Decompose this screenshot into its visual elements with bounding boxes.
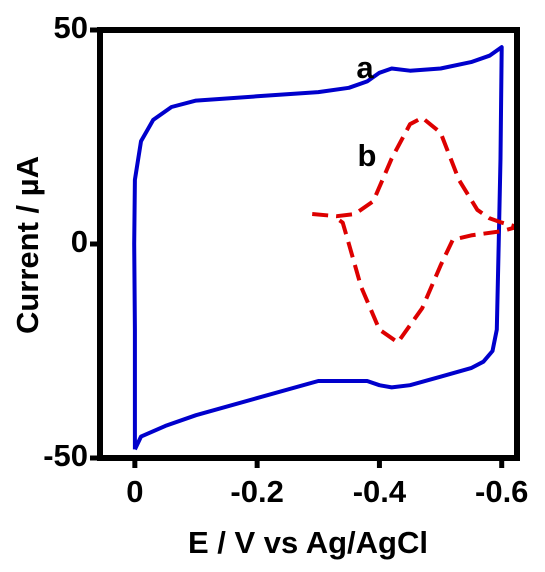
y-tick-label: 50 xyxy=(54,10,88,45)
y-tick-label: -50 xyxy=(43,438,88,473)
x-tick-label: -0.2 xyxy=(230,474,283,509)
series-line xyxy=(312,115,519,345)
series-label: a xyxy=(356,50,374,85)
series-label: b xyxy=(358,138,377,173)
x-tick-label: -0.4 xyxy=(353,474,407,509)
y-axis-label: Current / µA xyxy=(10,156,45,334)
x-tick-label: -0.6 xyxy=(475,474,528,509)
series-line xyxy=(132,45,504,451)
x-axis-label: E / V vs Ag/AgCl xyxy=(188,525,428,560)
y-tick-label: 0 xyxy=(71,224,88,259)
x-tick-label: 0 xyxy=(126,474,143,509)
